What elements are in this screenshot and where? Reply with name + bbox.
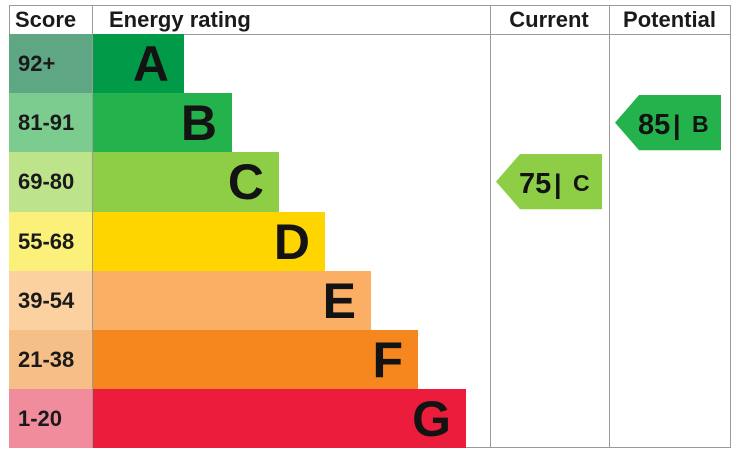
svg-text:85: 85 (638, 109, 670, 141)
svg-text:|: | (673, 110, 681, 140)
svg-text:B: B (692, 111, 709, 137)
svg-text:C: C (573, 170, 590, 196)
svg-text:|: | (554, 169, 562, 199)
svg-text:75: 75 (519, 168, 551, 200)
